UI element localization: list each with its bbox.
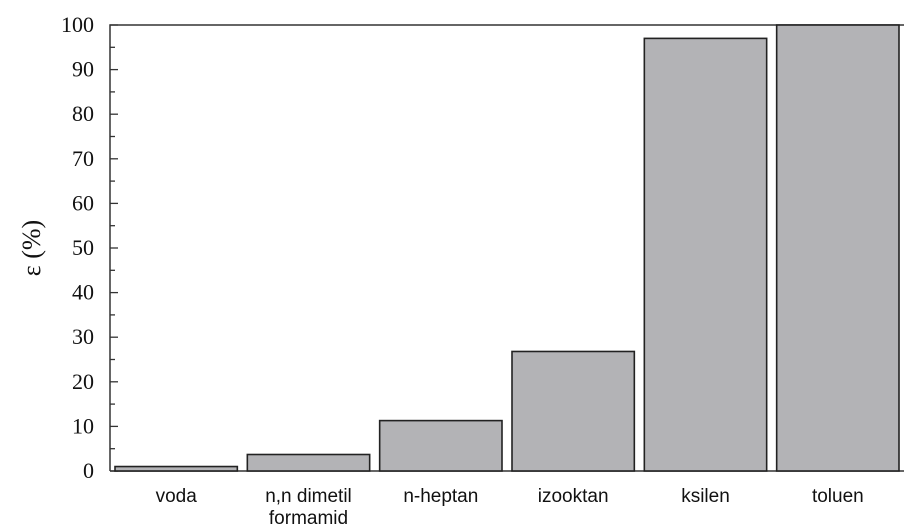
y-tick-label: 70 (72, 146, 94, 171)
y-tick-label: 50 (72, 235, 94, 260)
y-axis-ticks: 0 10 20 30 40 50 60 70 80 90 100 (61, 12, 118, 483)
y-tick-label: 90 (72, 57, 94, 82)
y-tick-label: 60 (72, 190, 94, 215)
x-tick-label: izooktan (538, 486, 609, 507)
y-tick-label: 100 (61, 12, 94, 37)
bar (378, 419, 503, 472)
x-tick-label: ksilen (681, 486, 730, 507)
y-tick-label: 80 (72, 101, 94, 126)
x-tick-label: voda (156, 486, 198, 507)
x-tick-label: toluen (812, 486, 864, 507)
y-tick-label: 20 (72, 369, 94, 394)
bar (114, 465, 239, 472)
bar (775, 24, 900, 472)
x-tick-label: n,n dimetil formamid (265, 486, 352, 529)
bars (114, 24, 900, 472)
y-tick-label: 10 (72, 413, 94, 438)
y-tick-label: 30 (72, 324, 94, 349)
x-tick-label: n-heptan (403, 486, 478, 507)
bar (511, 350, 636, 472)
bar (643, 37, 768, 472)
y-tick-label: 40 (72, 280, 94, 305)
y-axis-label: ε (%) (17, 220, 46, 276)
bar (246, 453, 371, 472)
y-tick-label: 0 (83, 458, 94, 483)
x-axis-labels: voda n,n dimetil formamid n-heptan izooktan k… (156, 486, 864, 529)
